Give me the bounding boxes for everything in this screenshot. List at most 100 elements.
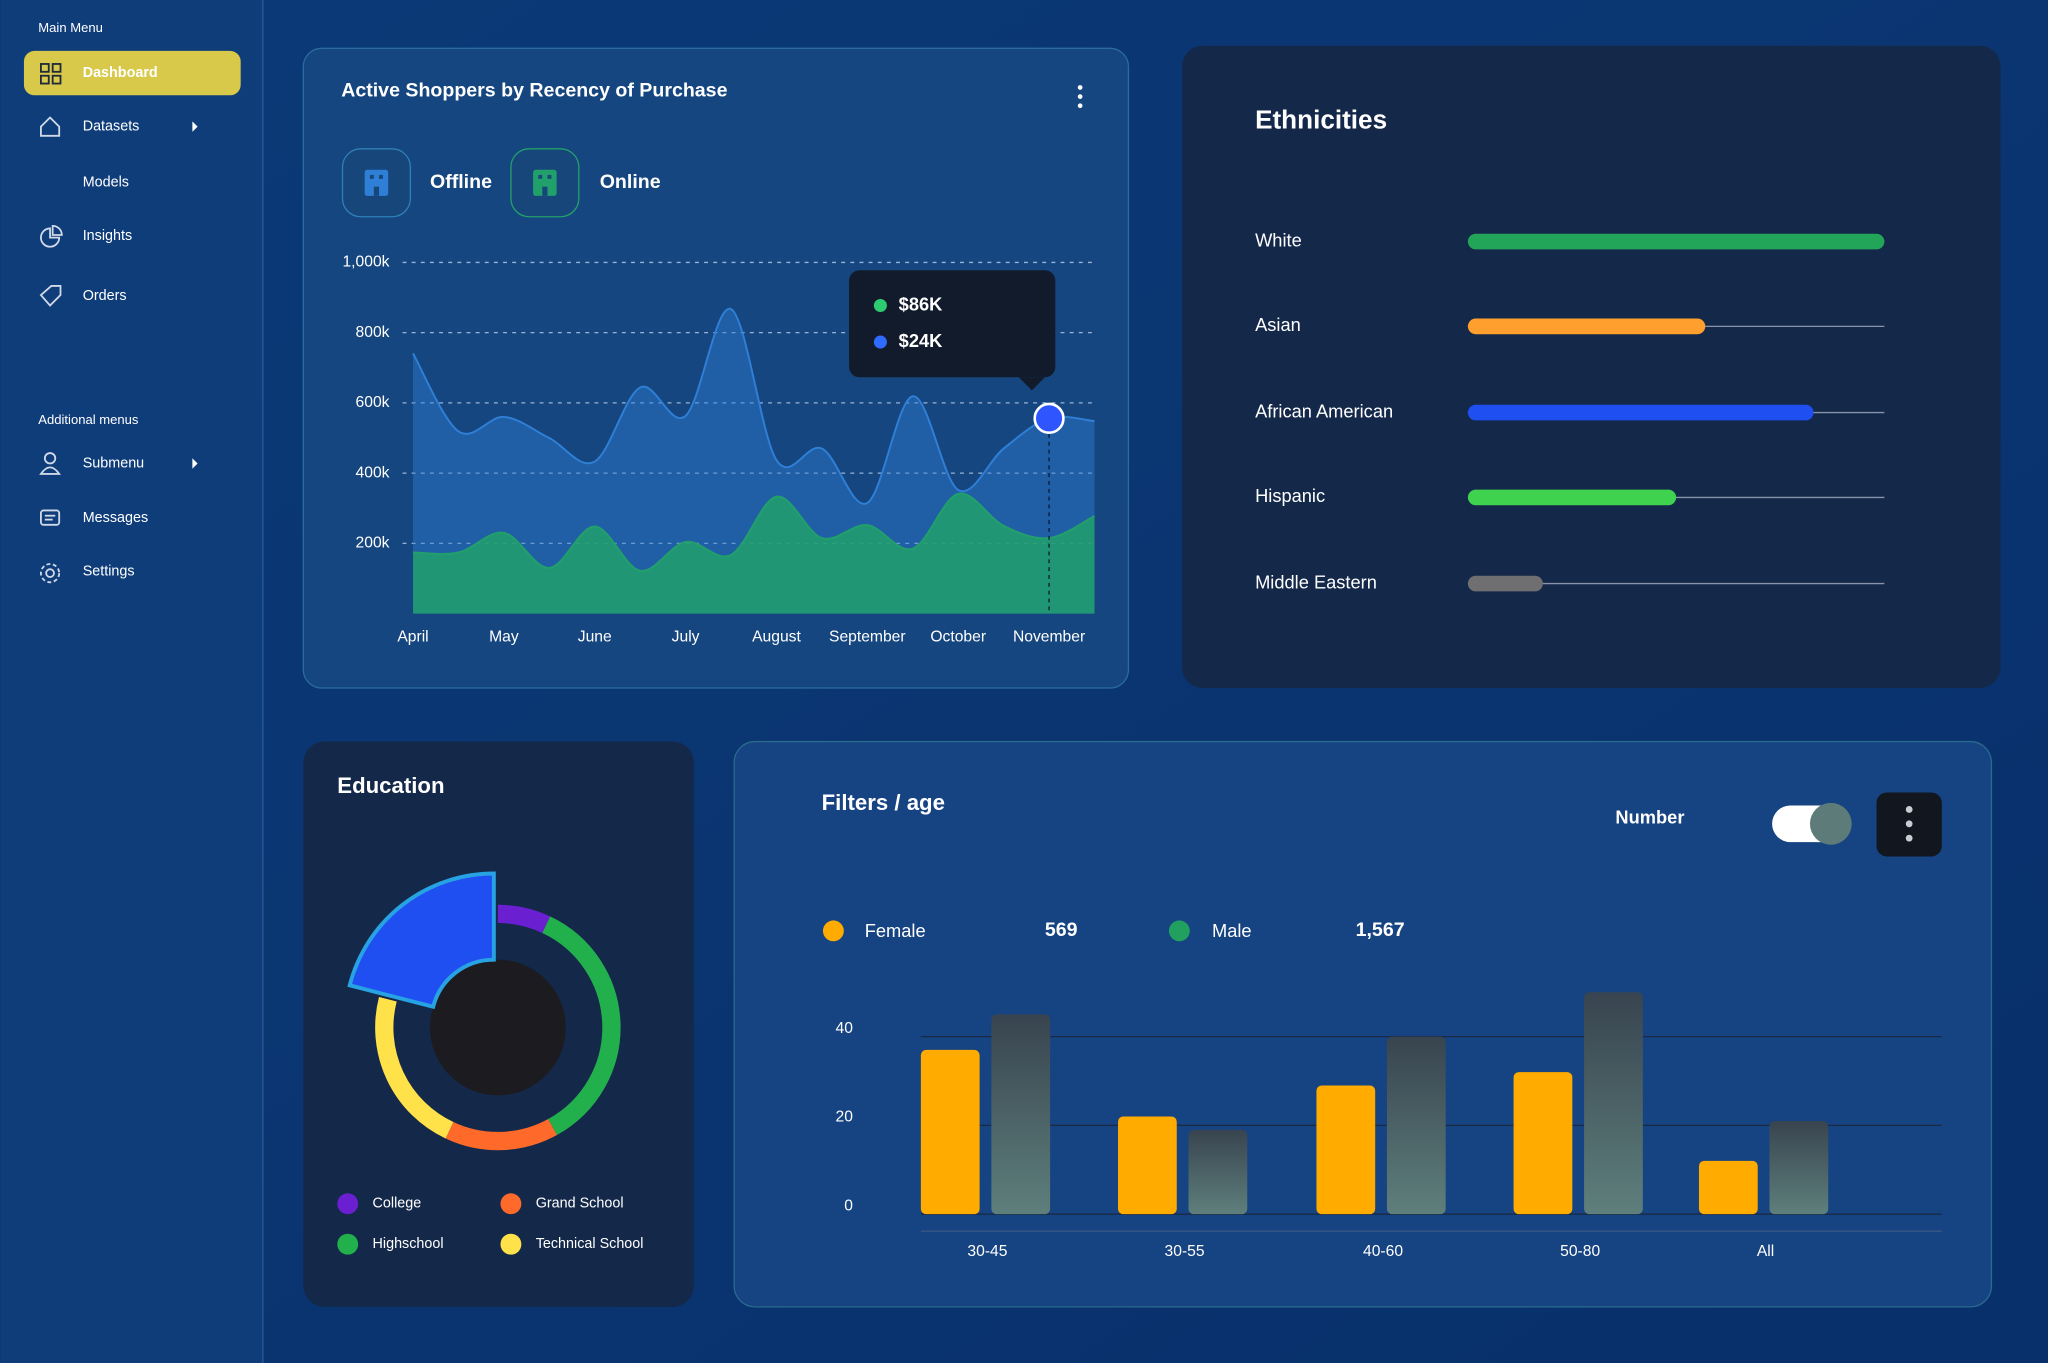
legend-label[interactable]: Offline [430, 171, 492, 193]
chart-title: Filters / age [822, 790, 945, 815]
y-tick-label: 400k [356, 464, 390, 481]
legend-swatch [337, 1233, 359, 1255]
area [413, 493, 1095, 614]
bar [1769, 1120, 1829, 1215]
y-tick-label: 600k [356, 394, 390, 411]
x-tick-label: 40-60 [1363, 1243, 1403, 1260]
menu-item[interactable]: Models [83, 175, 129, 191]
tooltip [849, 270, 1056, 378]
menu-item[interactable]: Orders [83, 288, 127, 304]
chart-title: Education [337, 773, 444, 798]
toggle-knob[interactable] [1809, 802, 1852, 845]
y-tick-label: 200k [356, 535, 390, 552]
tooltip-dot [873, 335, 887, 349]
y-tick-label: 0 [844, 1197, 853, 1214]
donut-hole [429, 959, 566, 1096]
legend-swatch [500, 1193, 522, 1215]
x-tick-label: November [1013, 628, 1085, 645]
ethnicities-card [1181, 45, 2001, 689]
shoppers-card [302, 47, 1130, 689]
menu-item[interactable]: Messages [83, 510, 148, 526]
tooltip-pointer [1018, 377, 1045, 391]
sidebar: Main Menu Additional menus [0, 0, 264, 1363]
x-tick-label: April [397, 628, 428, 645]
menu-item[interactable]: Settings [83, 564, 135, 580]
bar [1467, 318, 1706, 335]
y-tick-label: 800k [356, 324, 390, 341]
legend-label: Male [1212, 920, 1252, 941]
pie-slice [497, 904, 551, 934]
x-tick-label: 50-80 [1560, 1243, 1600, 1260]
bar [1118, 1116, 1177, 1215]
section-label: Additional menus [38, 412, 139, 427]
menu-icons [39, 116, 63, 584]
series-total: 569 [1045, 919, 1078, 941]
category-label: Asian [1255, 314, 1301, 335]
tooltip-label: $24K [899, 330, 943, 351]
x-tick-label: September [829, 628, 906, 645]
section-label: Main Menu [38, 20, 103, 35]
legend-label: Female [865, 920, 926, 941]
x-tick-label: August [752, 628, 801, 645]
tooltip-dot [873, 298, 887, 313]
legend-label: Grand School [536, 1196, 624, 1212]
hover-point [1033, 402, 1065, 435]
line [412, 308, 1095, 505]
toggle-label: Number [1615, 806, 1684, 827]
pie-slice [445, 1118, 557, 1151]
line [412, 492, 1095, 572]
x-tick-label: October [930, 628, 986, 645]
bar [1316, 1085, 1376, 1215]
legend-swatch-window [369, 174, 374, 179]
legend-label[interactable]: Online [600, 171, 661, 193]
menu-item[interactable]: Submenu [83, 455, 144, 471]
expand-arrow[interactable] [192, 121, 198, 132]
bar [1584, 992, 1643, 1215]
category-label: Hispanic [1255, 485, 1325, 506]
legend-swatch-window [379, 174, 383, 179]
active-item-bg[interactable] [23, 50, 241, 96]
bar [1467, 404, 1814, 421]
menu-item[interactable]: Dashboard [83, 65, 158, 81]
bar [920, 1049, 980, 1215]
legend-swatch [1168, 920, 1190, 942]
card-menu[interactable] [1077, 85, 1083, 109]
bar [1513, 1072, 1573, 1215]
x-tick-label: July [672, 628, 700, 645]
expand-arrow[interactable] [192, 458, 198, 469]
bar [991, 1014, 1051, 1215]
menu-item[interactable]: Insights [83, 228, 132, 244]
category-label: Middle Eastern [1255, 571, 1377, 592]
x-tick-label: May [489, 628, 519, 645]
menu-item[interactable]: Datasets [83, 118, 140, 134]
bar [1467, 233, 1885, 250]
bar [1386, 1036, 1446, 1215]
pie-slice [347, 871, 496, 1010]
y-tick-label: 40 [836, 1020, 854, 1037]
legend-label: Technical School [536, 1236, 644, 1252]
pie-slice [542, 916, 621, 1136]
legend-label: Highschool [373, 1236, 444, 1252]
y-tick-label: 1,000k [342, 254, 389, 271]
dashboard-icon [40, 63, 62, 85]
legend-swatch-door [542, 186, 548, 196]
chart-title: Active Shoppers by Recency of Purchase [341, 80, 727, 102]
category-label: White [1255, 229, 1302, 250]
bar [1467, 489, 1677, 506]
legend-swatch-window [538, 174, 543, 179]
legend-swatch [822, 920, 844, 942]
tooltip-label: $86K [899, 293, 943, 314]
x-tick-label: 30-55 [1165, 1243, 1205, 1260]
chart-title: Ethnicities [1255, 104, 1387, 134]
pie-slice [375, 996, 454, 1139]
legend-swatch [500, 1233, 522, 1255]
menu-dots [1905, 806, 1913, 842]
x-tick-label: June [578, 628, 612, 645]
x-tick-label: 30-45 [967, 1243, 1007, 1260]
bar [1467, 575, 1543, 592]
series-total: 1,567 [1356, 919, 1405, 941]
legend-label: College [373, 1196, 422, 1212]
legend-swatch-door [373, 186, 380, 196]
